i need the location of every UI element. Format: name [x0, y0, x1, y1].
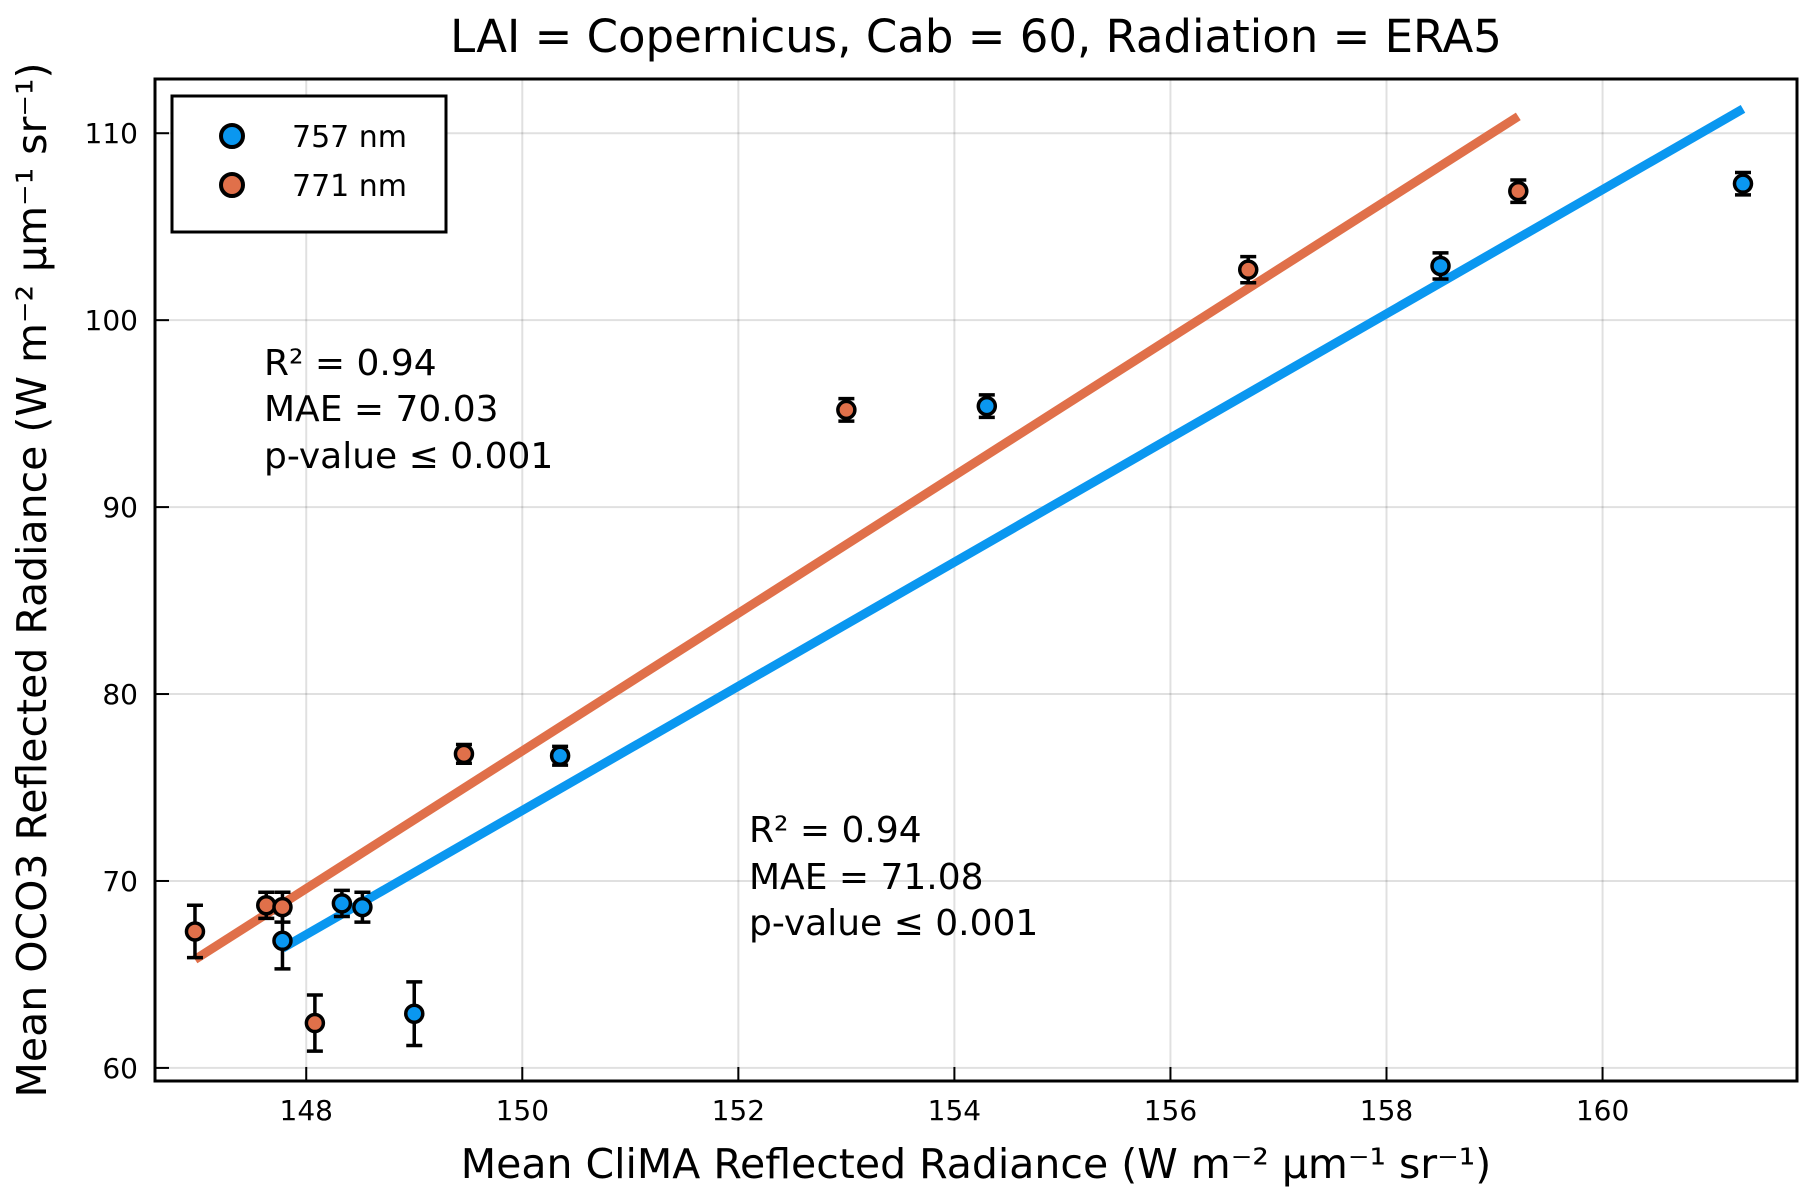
marker [1508, 180, 1529, 202]
data-point-757-nm [1430, 251, 1451, 281]
stats-771-mae: MAE = 70.03 [264, 389, 499, 430]
plot-frame [153, 77, 1799, 1083]
stats-771-r2: R² = 0.94 [264, 343, 437, 384]
marker [404, 1003, 425, 1024]
data-point-771-nm [836, 396, 857, 423]
stats-757-mae: MAE = 71.08 [749, 857, 984, 898]
marker [272, 930, 293, 952]
marker [549, 745, 571, 766]
stats-757-r2: R² = 0.94 [749, 810, 922, 851]
legend-label-757: 757 nm [292, 120, 407, 155]
marker [976, 395, 998, 417]
data-point-757-nm [331, 888, 353, 919]
x-axis-label: Mean CliMA Reflected Radiance (W m⁻² μm⁻… [461, 1140, 1492, 1188]
data-points [184, 170, 1754, 1053]
x-tick-label: 148 [280, 1094, 333, 1127]
stats-757-pvalue: p-value ≤ 0.001 [749, 903, 1038, 944]
fit-line-757-nm [280, 105, 1746, 953]
marker [331, 893, 353, 914]
y-tick-label: 90 [102, 491, 138, 524]
data-point-757-nm [549, 744, 571, 767]
y-axis-label: Mean OCO3 Reflected Radiance (W m⁻² μm⁻¹… [8, 63, 56, 1098]
grid [155, 79, 1797, 1081]
data-point-771-nm [304, 993, 326, 1053]
marker [256, 895, 277, 916]
data-point-771-nm [1508, 178, 1529, 205]
data-point-757-nm [352, 890, 373, 924]
y-tick-label: 60 [102, 1052, 138, 1085]
legend-marker-771 [219, 172, 245, 198]
x-tick-label: 150 [496, 1094, 549, 1127]
legend-marker-757 [219, 123, 245, 149]
chart-title: LAI = Copernicus, Cab = 60, Radiation = … [450, 10, 1502, 63]
stats-771: R² = 0.94 MAE = 70.03 p-value ≤ 0.001 [264, 343, 553, 477]
marker [1732, 173, 1754, 194]
marker [1430, 255, 1451, 277]
x-tick-label: 154 [928, 1094, 981, 1127]
marker [272, 896, 293, 918]
x-tick-label: 152 [712, 1094, 765, 1127]
data-point-757-nm [1732, 170, 1754, 197]
stats-757: R² = 0.94 MAE = 71.08 p-value ≤ 0.001 [749, 810, 1038, 944]
data-point-757-nm [404, 980, 425, 1048]
marker [836, 399, 857, 421]
data-point-771-nm [272, 890, 293, 924]
marker [304, 1012, 326, 1034]
marker [352, 896, 373, 918]
fit-line-771-nm [192, 112, 1521, 964]
data-point-771-nm [184, 903, 206, 960]
axis-ticks: 148 150 152 154 156 158 160 60 70 80 90 100 110 [85, 117, 1630, 1127]
fit-lines [192, 105, 1746, 964]
legend: 757 nm 771 nm [170, 94, 448, 234]
data-point-771-nm [453, 742, 475, 765]
x-tick-label: 158 [1360, 1094, 1413, 1127]
marker [453, 743, 475, 765]
stats-771-pvalue: p-value ≤ 0.001 [264, 436, 553, 477]
y-tick-label: 70 [102, 865, 138, 898]
x-tick-label: 156 [1144, 1094, 1197, 1127]
marker [184, 921, 206, 942]
marker [1237, 259, 1259, 280]
y-tick-label: 80 [102, 678, 138, 711]
y-tick-label: 110 [85, 117, 138, 150]
y-tick-label: 100 [85, 304, 138, 337]
legend-box [170, 94, 448, 234]
x-tick-label: 160 [1576, 1094, 1629, 1127]
data-point-771-nm [1237, 254, 1259, 285]
data-point-757-nm [976, 393, 998, 420]
legend-label-771: 771 nm [292, 169, 407, 204]
